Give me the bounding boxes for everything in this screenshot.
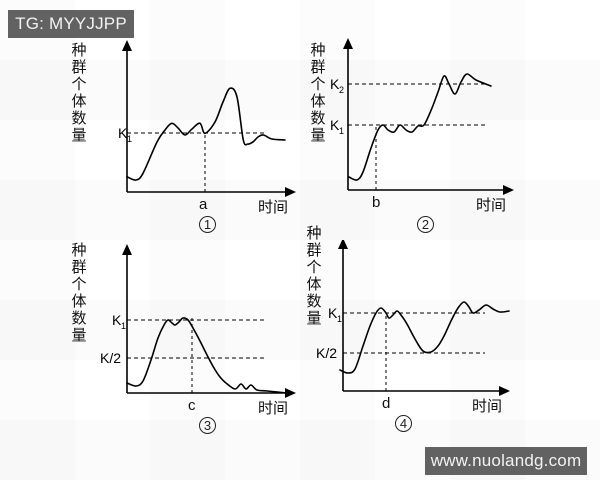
- svg-text:1: 1: [339, 126, 344, 136]
- svg-text:K/2: K/2: [316, 345, 337, 361]
- svg-text:1: 1: [127, 134, 132, 144]
- svg-text:1: 1: [337, 314, 342, 324]
- svg-text:K/2: K/2: [100, 350, 121, 366]
- svg-text:1: 1: [121, 321, 126, 331]
- svg-text:2: 2: [339, 85, 344, 95]
